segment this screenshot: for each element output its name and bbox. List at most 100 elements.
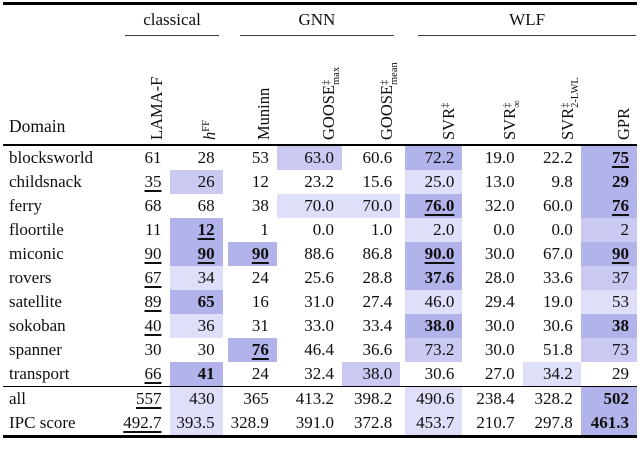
table-row: IPC score 492.7 393.5 328.9 391.0 372.8 453.7 2… — [3, 411, 637, 437]
value-text: 68 — [144, 196, 162, 215]
value-text: 90 — [197, 244, 215, 263]
value-cell: 0.0 — [523, 218, 581, 242]
table-row: transport 66 41 24 32.4 38.0 30.6 27.0 34.2 29 — [3, 362, 637, 387]
value-text: 2 — [620, 220, 630, 239]
group-header: GNN — [223, 4, 401, 36]
value-cell: 28 — [170, 145, 223, 170]
value-cell: 238.4 — [462, 387, 522, 412]
value-cell: 12 — [169, 218, 223, 242]
value-cell: 76.0 — [400, 194, 463, 218]
value-text: 502 — [603, 389, 630, 408]
value-cell: 461.3 — [580, 411, 637, 437]
value-cell: 70.0 — [342, 194, 401, 218]
value-cell: 210.7 — [462, 411, 522, 437]
value-cell: 2.0 — [400, 218, 463, 242]
group-header-row: classical GNN WLF — [3, 4, 637, 36]
value-text: 34 — [197, 268, 215, 287]
supsub-stack: ‡ ∞ — [501, 100, 523, 108]
domain-cell: all — [9, 389, 26, 408]
value-cell: 31 — [223, 314, 277, 338]
value-cell: 31.0 — [277, 290, 342, 314]
value-cell: 13.0 — [462, 170, 522, 194]
value-cell: 0.0 — [462, 218, 522, 242]
domain-cell: IPC score — [9, 413, 76, 432]
value-text: 11 — [145, 220, 162, 239]
value-cell: 76 — [222, 338, 277, 362]
column-header: SVR ‡ ∞ — [462, 36, 523, 145]
value-cell: 51.8 — [523, 338, 581, 362]
value-text: 40 — [144, 316, 162, 335]
value-text: 398.2 — [353, 389, 393, 408]
value-cell: 22.2 — [523, 145, 581, 170]
value-cell: 33.6 — [523, 266, 581, 290]
value-text: 453.7 — [416, 413, 455, 432]
value-cell: 19.0 — [523, 290, 581, 314]
value-cell: 63.0 — [276, 145, 342, 170]
value-cell: 30.6 — [523, 314, 581, 338]
value-cell: 33.4 — [342, 314, 400, 338]
value-cell: 393.5 — [169, 411, 223, 437]
value-text: 75 — [612, 148, 629, 167]
value-text: 0.0 — [551, 220, 573, 239]
value-cell: 32.0 — [462, 194, 522, 218]
value-cell: 398.2 — [342, 387, 400, 412]
group-label: GNN — [239, 10, 395, 36]
value-cell: 30.6 — [400, 362, 462, 387]
value-text: 461.3 — [590, 413, 629, 432]
value-text: 210.7 — [476, 413, 515, 432]
value-cell: 11 — [121, 218, 169, 242]
value-text: 1 — [260, 220, 269, 239]
value-text: 391.0 — [295, 413, 334, 432]
supsub-stack: ‡ max — [321, 66, 342, 85]
value-cell: 15.6 — [342, 170, 400, 194]
domain-cell: satellite — [9, 292, 62, 311]
value-cell: 86.8 — [342, 242, 400, 266]
value-cell: 76 — [580, 194, 637, 218]
value-text: 53 — [251, 148, 269, 167]
value-cell: 25.6 — [277, 266, 342, 290]
value-cell: 365 — [223, 387, 277, 412]
value-text: 38 — [251, 196, 269, 215]
value-text: 30.0 — [484, 316, 515, 335]
value-text: 0.0 — [493, 220, 515, 239]
value-text: 41 — [197, 364, 215, 383]
column-header-row: Domain LAMA-F hFF Muninn GOOSE ‡ max GOOSE ‡ mea… — [3, 36, 637, 145]
value-text: 35 — [144, 172, 162, 191]
value-text: 22.2 — [542, 148, 573, 167]
value-cell: 19.0 — [462, 145, 522, 170]
table-row: blocksworld 61 28 53 63.0 60.6 72.2 19.0 22.2 75 — [3, 145, 637, 170]
value-text: 38 — [612, 316, 629, 335]
value-cell: 66 — [121, 362, 169, 387]
value-cell: 29.4 — [462, 290, 522, 314]
value-cell: 0.0 — [277, 218, 342, 242]
value-text: 73 — [612, 340, 629, 359]
value-text: 32.0 — [484, 196, 515, 215]
value-cell: 90.0 — [400, 242, 463, 266]
value-text: 328.2 — [534, 389, 573, 408]
value-text: 72.2 — [424, 148, 455, 167]
value-cell: 68 — [121, 194, 169, 218]
group-header: classical — [121, 4, 222, 36]
domain-cell: rovers — [9, 268, 52, 287]
value-cell: 36.6 — [342, 338, 400, 362]
value-cell: 28.0 — [462, 266, 522, 290]
rotated-column-label: GOOSE ‡ max — [319, 66, 342, 140]
value-text: 31.0 — [304, 292, 334, 311]
value-cell: 453.7 — [400, 411, 463, 437]
value-text: 38.0 — [424, 316, 455, 335]
value-text: 372.8 — [353, 413, 393, 432]
value-cell: 27.0 — [462, 362, 522, 387]
value-text: 70.0 — [362, 196, 393, 215]
value-cell: 67.0 — [523, 242, 581, 266]
value-cell: 33.0 — [277, 314, 342, 338]
value-text: 33.0 — [304, 316, 334, 335]
value-text: 33.4 — [362, 316, 393, 335]
value-text: 13.0 — [484, 172, 515, 191]
value-cell: 29 — [581, 362, 637, 387]
value-cell: 28.8 — [342, 266, 400, 290]
value-cell: 24 — [223, 266, 277, 290]
value-text: 60.6 — [362, 148, 393, 167]
value-cell: 65 — [169, 290, 223, 314]
value-text: 29.4 — [484, 292, 515, 311]
value-cell: 36 — [169, 314, 223, 338]
